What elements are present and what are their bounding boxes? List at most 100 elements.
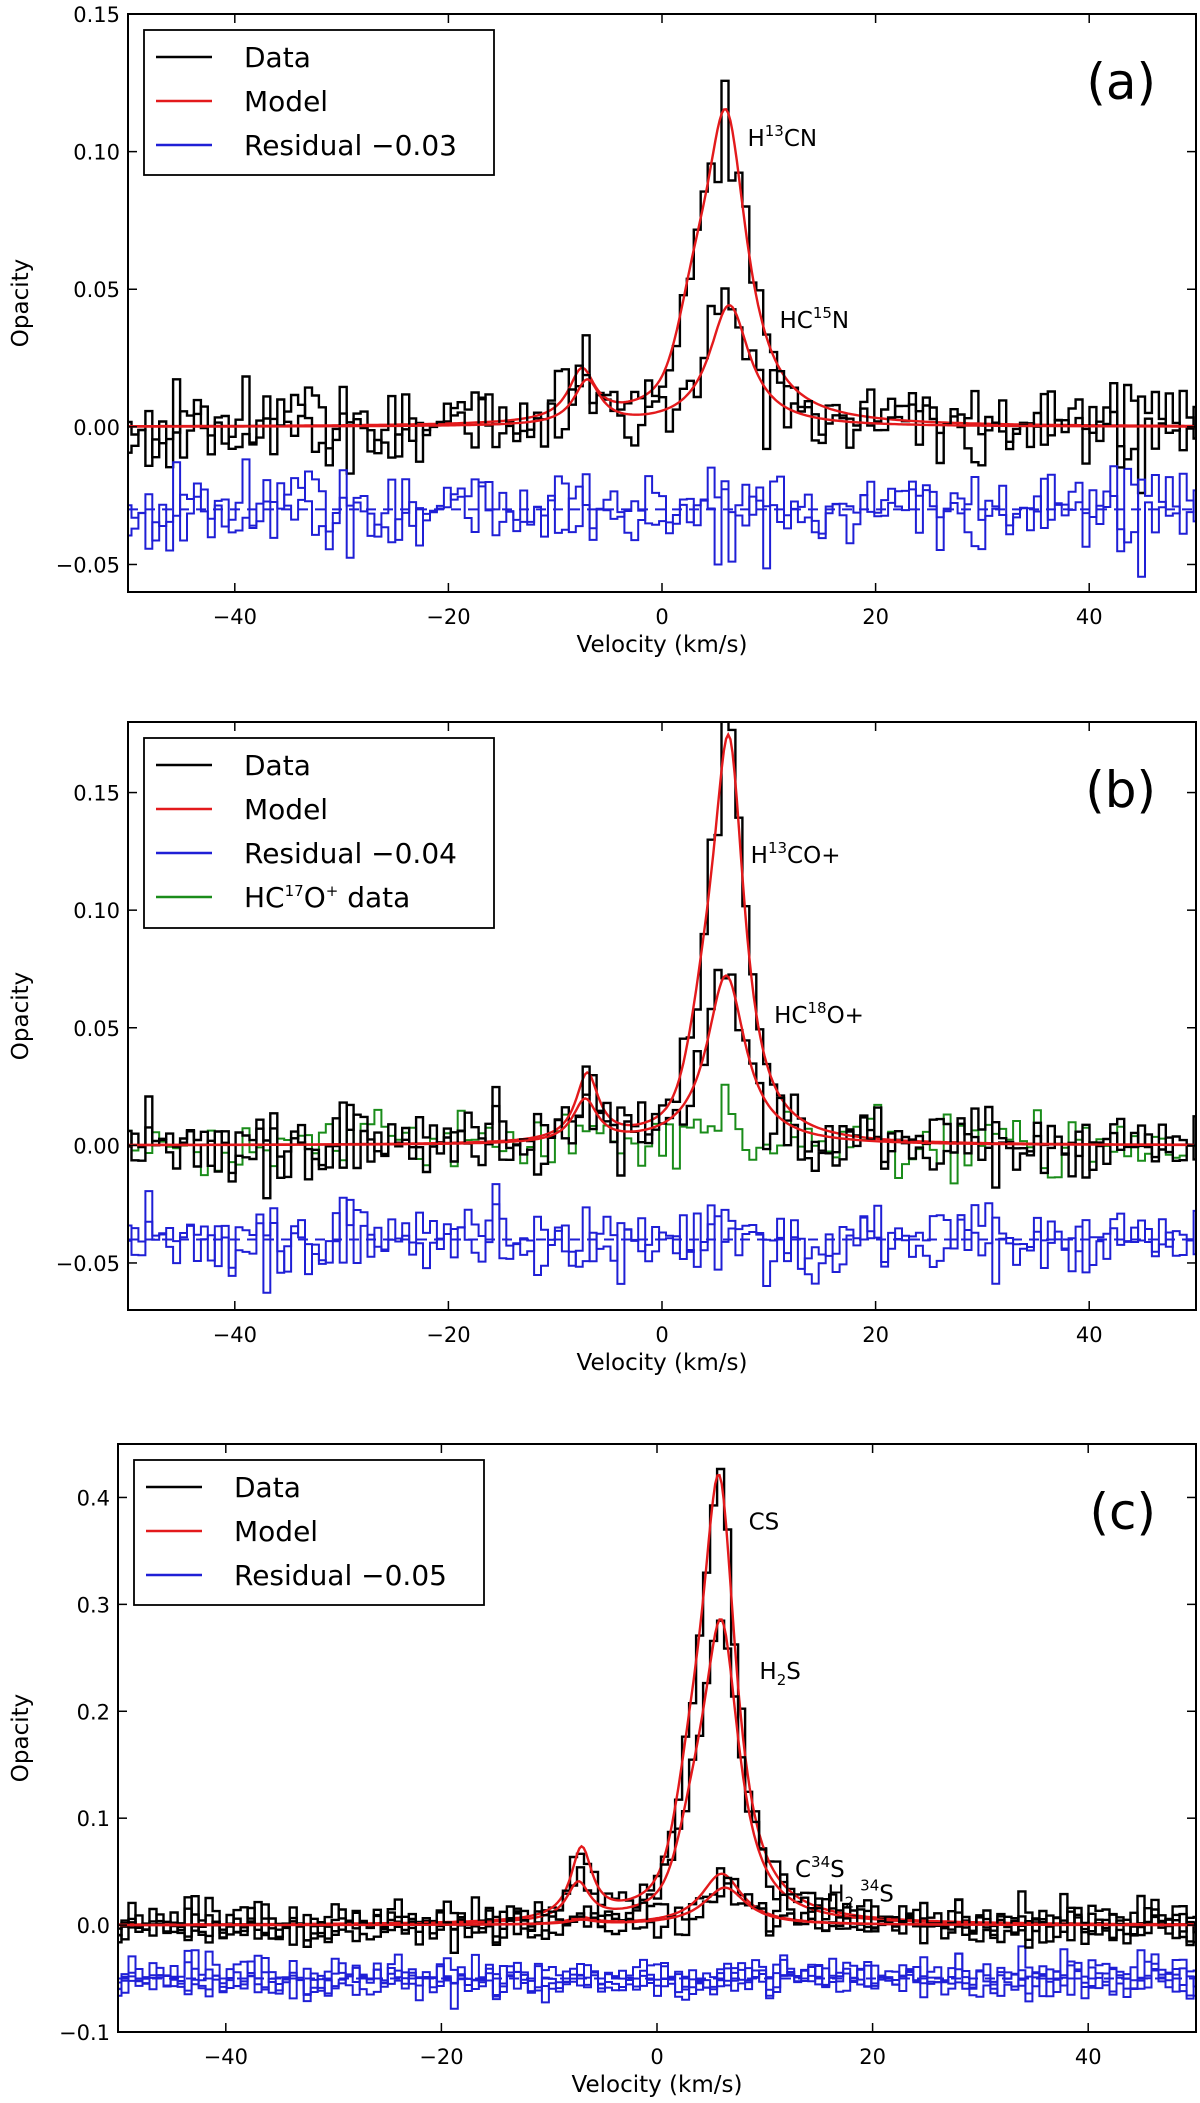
series-residual-0: [128, 467, 1196, 578]
legend-box: [133, 1459, 485, 1606]
series-residual-1: [128, 1183, 1196, 1294]
y-axis-label: Opacity: [8, 972, 34, 1060]
x-tick: 20: [862, 14, 889, 629]
y-tick: 0.2: [77, 1700, 1196, 1724]
x-tick: 0: [655, 14, 669, 629]
plot-area: [128, 79, 1196, 578]
annotation-sup: 34: [860, 1877, 879, 1895]
panel-b: −40 −20 0 20 40 −0.05 0.00 0.05 0.10 0.15 Velocity…: [8, 721, 1197, 1376]
y-tick: 0.15: [73, 782, 1196, 806]
annotation-part: O+: [827, 1003, 864, 1029]
panel-tag: (c): [1089, 1483, 1156, 1541]
y-tick-label: 0.05: [73, 278, 120, 302]
y-tick: 0.0: [77, 1914, 1196, 1938]
annotation-part: CO+: [787, 843, 840, 869]
x-tick: −40: [213, 722, 257, 1347]
legend-label-part: O: [304, 881, 326, 914]
legend-label-part: data: [338, 881, 410, 914]
x-tick-label: 0: [655, 1323, 668, 1347]
y-tick: 0.1: [77, 1807, 1196, 1831]
y-tick-label: 0.00: [73, 1134, 120, 1158]
legend-label: Model: [234, 1515, 318, 1548]
y-tick-label: 0.05: [73, 1017, 120, 1041]
x-tick-label: −20: [426, 1323, 470, 1347]
x-tick-label: 0: [655, 605, 668, 629]
y-tick: −0.1: [59, 2021, 1196, 2045]
x-tick: −20: [426, 722, 471, 1347]
annotation-sub: 2: [777, 1671, 787, 1689]
annotation-part: CN: [784, 126, 817, 152]
x-tick-label: 20: [859, 2045, 886, 2069]
annotation-sup: 13: [765, 122, 784, 140]
x-tick-label: −40: [204, 2045, 248, 2069]
x-axis-label: Velocity (km/s): [577, 1350, 748, 1376]
y-tick-label: −0.05: [56, 1252, 120, 1276]
legend-box: [143, 29, 495, 176]
x-tick: −20: [426, 14, 471, 629]
y-tick-label: 0.2: [77, 1700, 110, 1724]
annotation-sup: 34: [811, 1853, 830, 1871]
y-tick: 0.15: [73, 3, 1196, 27]
annotation-part: N: [832, 308, 849, 334]
x-axis-label: Velocity (km/s): [572, 2072, 743, 2098]
x-tick: 40: [1075, 1444, 1102, 2069]
y-tick-label: −0.05: [56, 553, 120, 577]
annotation-sub: 2: [845, 1894, 855, 1912]
series-model-3: [118, 1886, 1194, 1927]
line-annotation: C34S: [795, 1853, 845, 1883]
series-residual-3: [118, 1949, 1196, 2001]
y-tick: 0.10: [73, 899, 1196, 923]
panel-a: −40 −20 0 20 40 −0.05 0.00 0.05 0.10 0.15 Velocity…: [8, 3, 1197, 658]
line-annotation: HC15N: [779, 304, 849, 334]
legend: Data Model Residual −0.05: [133, 1459, 485, 1606]
y-tick: 0.00: [73, 1134, 1196, 1158]
x-tick: −20: [419, 1444, 464, 2069]
x-tick-label: 40: [1076, 605, 1103, 629]
y-tick: 0.4: [77, 1486, 1196, 1510]
series-data-3: [118, 1876, 1196, 1947]
y-tick: 0.05: [73, 278, 1196, 302]
y-tick-label: 0.4: [77, 1486, 110, 1510]
y-axis-label: Opacity: [8, 259, 34, 347]
y-tick-label: 0.15: [73, 782, 120, 806]
legend-label: Data: [244, 41, 311, 74]
series-data-1: [128, 968, 1196, 1200]
line-annotation: H13CN: [747, 122, 817, 152]
x-tick: −40: [213, 14, 257, 629]
y-tick-label: 0.1: [77, 1807, 110, 1831]
y-tick: 0.3: [77, 1593, 1196, 1617]
x-tick: 0: [655, 722, 669, 1347]
series-residual-1: [128, 458, 1196, 570]
legend-label: Model: [244, 85, 328, 118]
series-data-0: [128, 722, 1196, 1189]
y-tick-label: 0.0: [77, 1914, 110, 1938]
y-tick: 0.00: [73, 416, 1196, 440]
panel-tag: (b): [1085, 761, 1156, 819]
plot-area: [118, 1467, 1196, 2010]
series-residual-0: [128, 1190, 1196, 1285]
plot-area: [128, 722, 1196, 1294]
legend: Data Model Residual −0.04 HC17O+ data: [143, 737, 495, 929]
x-axis-label: Velocity (km/s): [577, 632, 748, 658]
line-annotation: H2S: [759, 1659, 800, 1689]
series-data-2: [118, 1867, 1196, 1949]
annotation-sup: 18: [807, 999, 826, 1017]
y-tick: 0.10: [73, 141, 1196, 165]
series-model-1: [128, 974, 1194, 1147]
x-tick-label: 40: [1075, 2045, 1102, 2069]
x-tick: 40: [1076, 722, 1103, 1347]
annotation-part: S: [879, 1882, 894, 1908]
legend-label-sup: +: [326, 882, 339, 900]
x-tick: −40: [204, 1444, 248, 2069]
y-tick-label: 0.15: [73, 3, 120, 27]
y-tick-label: 0.10: [73, 899, 120, 923]
legend: Data Model Residual −0.03: [143, 29, 495, 176]
legend-label: HC17O+ data: [244, 881, 410, 914]
line-annotation: H13CO+: [751, 839, 841, 869]
x-tick-label: −40: [213, 1323, 257, 1347]
series-model-1: [128, 304, 1194, 428]
legend-label: Data: [234, 1471, 301, 1504]
x-tick-label: 20: [862, 1323, 889, 1347]
y-tick-label: −0.1: [59, 2021, 110, 2045]
